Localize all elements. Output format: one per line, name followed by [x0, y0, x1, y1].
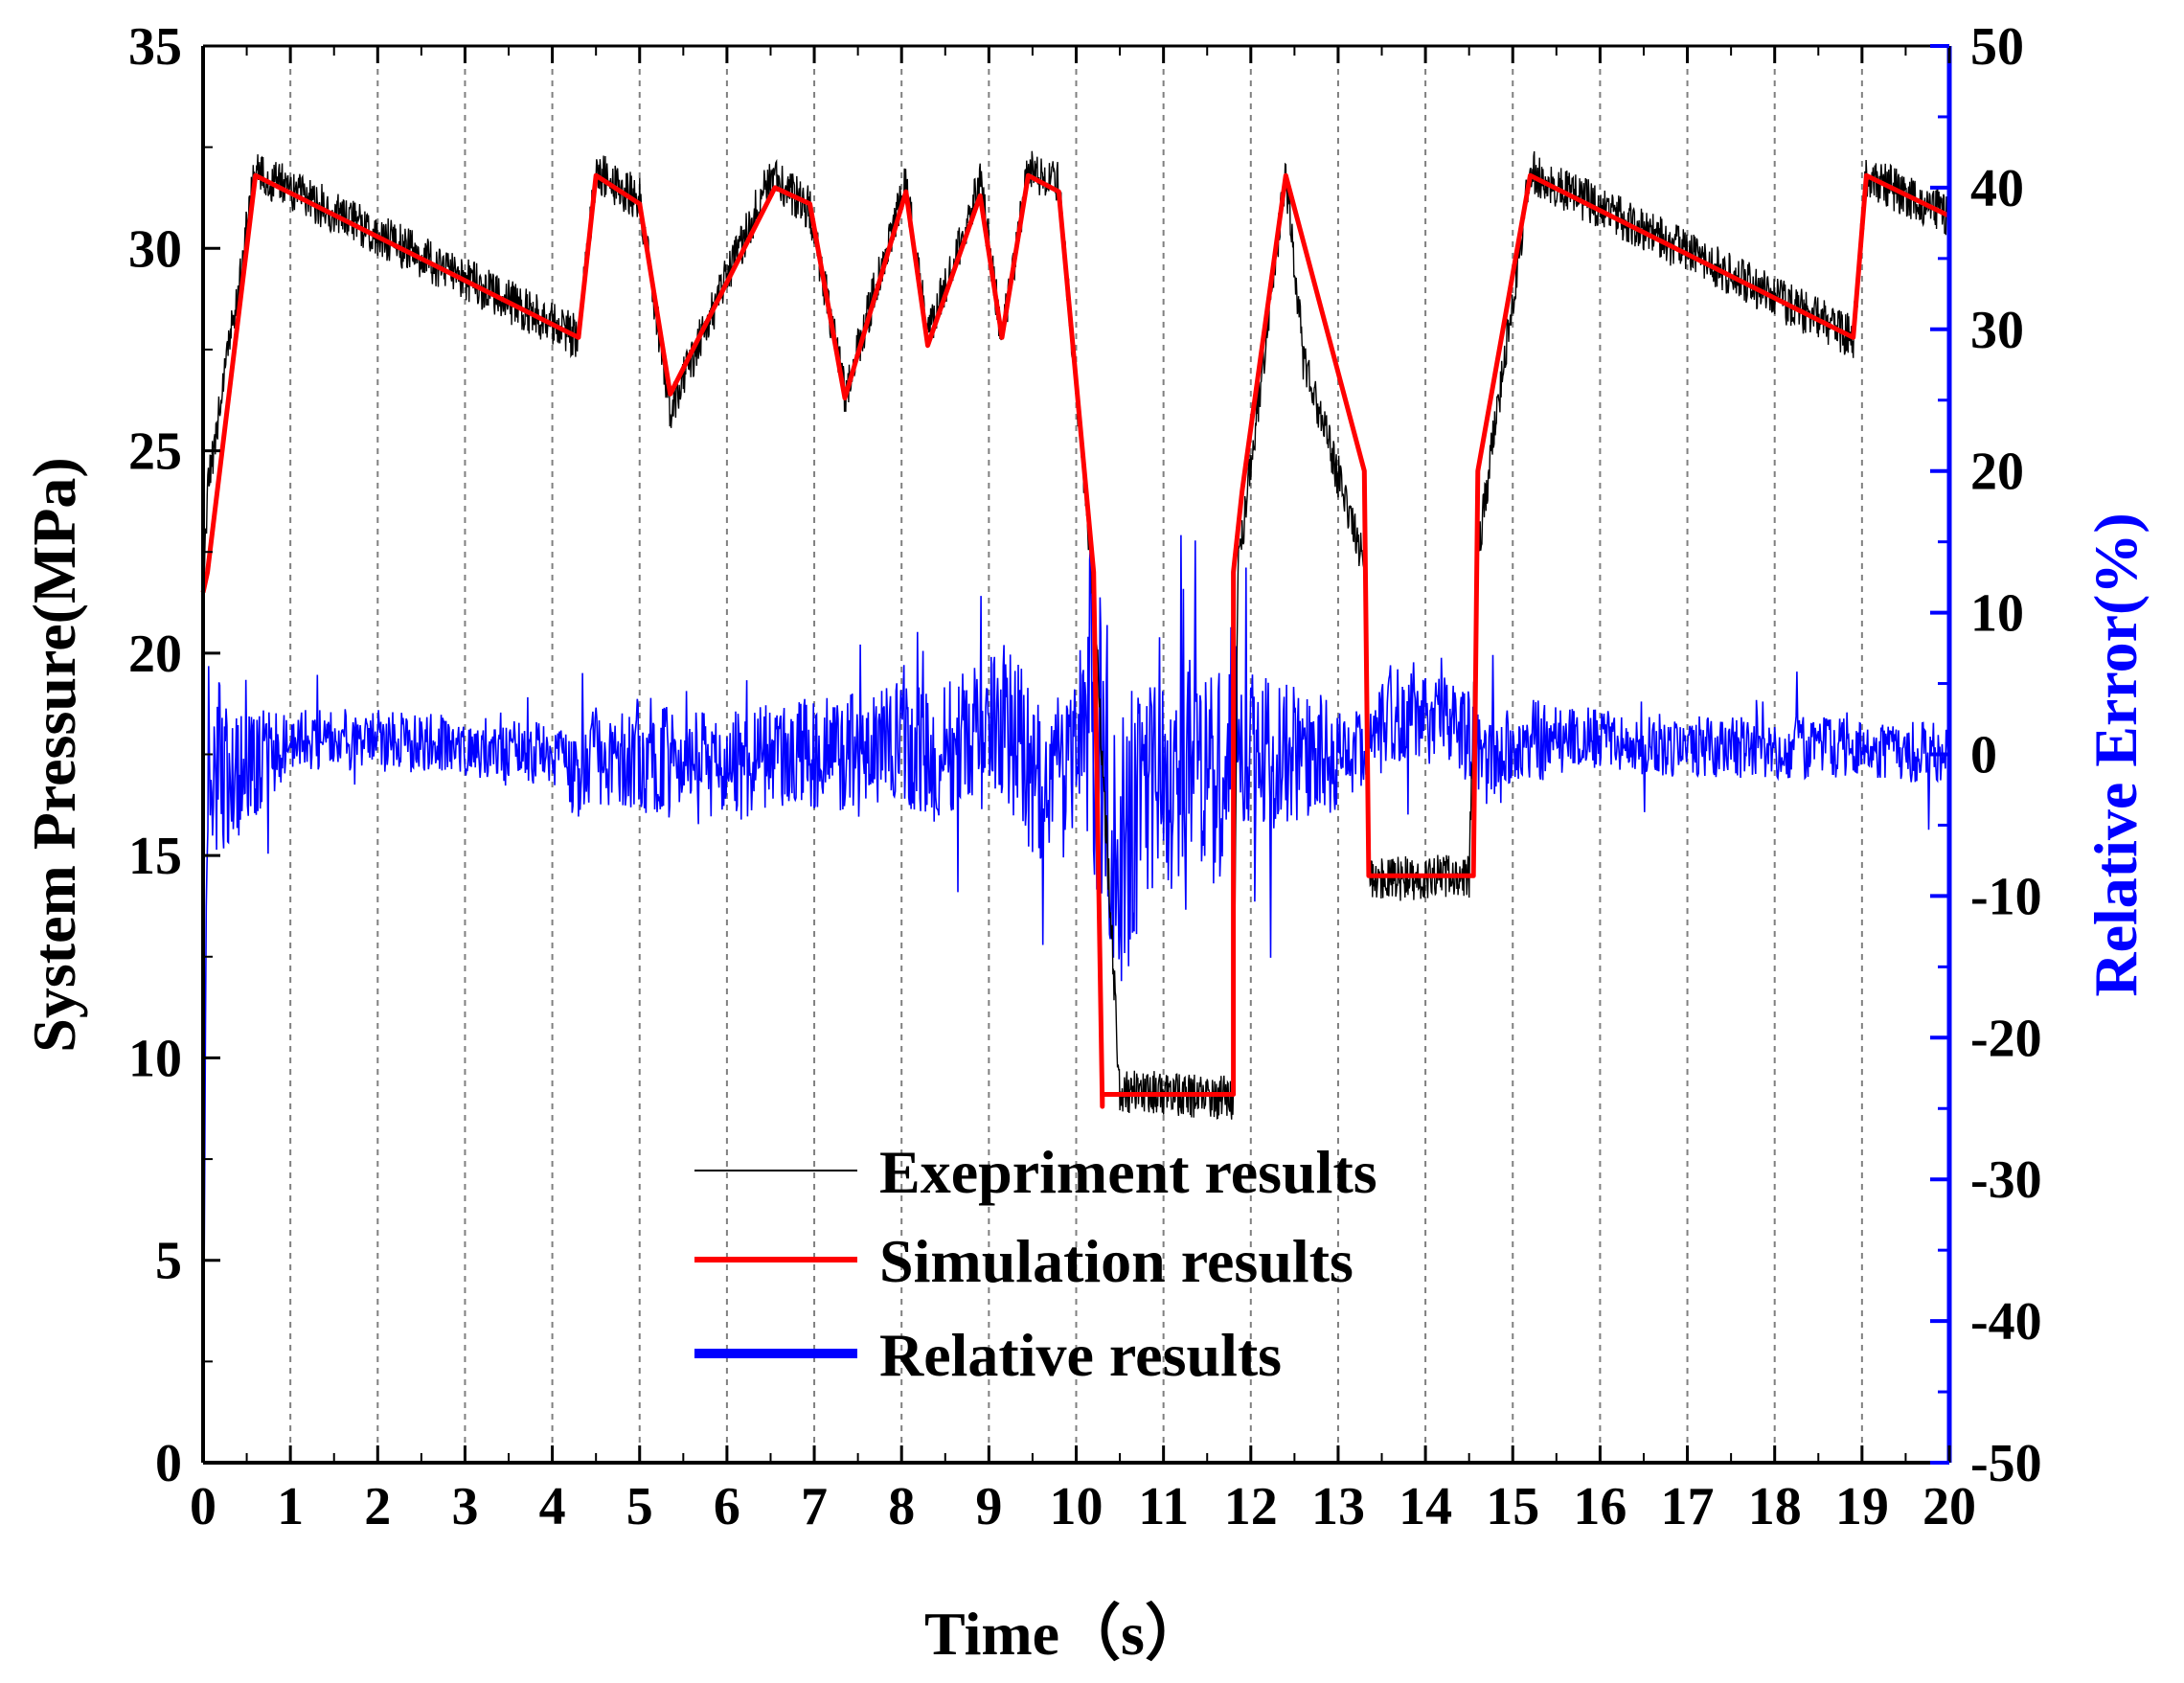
series-layer: [200, 150, 1951, 1464]
y2-tick-label: -40: [1970, 1292, 2042, 1352]
y-tick-label: 35: [128, 17, 182, 77]
ticks-layer: 0 1 2 3 4 5 6 7 8 9 10 11 12 13 14 15 16 17 18 19 2005101520…: [128, 17, 2042, 1536]
y2-tick-label: 20: [1970, 443, 2024, 502]
y-tick-label: 25: [128, 422, 182, 482]
x-tick-label: 1: [277, 1477, 304, 1536]
x-tick-label: 2: [364, 1477, 391, 1536]
y2-axis-label: Relative Error(%): [2082, 512, 2150, 996]
y2-tick-label: 10: [1970, 584, 2024, 644]
legend-label-simulation: Simulation results: [879, 1227, 1354, 1295]
legend: Exepriment results Simulation results Re…: [694, 1138, 1377, 1389]
y-tick-label: 15: [128, 827, 182, 886]
y2-tick-label: -50: [1970, 1434, 2042, 1493]
x-tick-label: 19: [1835, 1477, 1889, 1536]
y2-tick-label: 50: [1970, 17, 2024, 77]
x-tick-label: 3: [451, 1477, 478, 1536]
x-tick-label: 10: [1050, 1477, 1103, 1536]
legend-label-experiment: Exepriment results: [879, 1138, 1377, 1206]
x-tick-label: 4: [539, 1477, 566, 1536]
x-tick-label: 17: [1661, 1477, 1715, 1536]
x-tick-label: 8: [888, 1477, 915, 1536]
y2-tick-label: -20: [1970, 1009, 2042, 1068]
x-tick-label: 9: [975, 1477, 1002, 1536]
y-tick-label: 0: [155, 1434, 182, 1493]
y-tick-label: 5: [155, 1232, 182, 1291]
x-tick-label: 7: [801, 1477, 828, 1536]
simulation-results-line: [200, 172, 1951, 1109]
y-tick-label: 10: [128, 1029, 182, 1088]
y2-tick-label: -10: [1970, 867, 2042, 926]
x-tick-label: 14: [1399, 1477, 1452, 1536]
x-tick-label: 18: [1748, 1477, 1802, 1536]
x-tick-label: 15: [1486, 1477, 1539, 1536]
x-tick-label: 0: [190, 1477, 216, 1536]
x-tick-label: 20: [1922, 1477, 1976, 1536]
x-tick-label: 12: [1224, 1477, 1278, 1536]
x-tick-label: 11: [1138, 1477, 1189, 1536]
legend-label-relative: Relative results: [879, 1321, 1282, 1389]
y2-tick-label: 0: [1970, 726, 1997, 785]
y2-tick-label: 40: [1970, 159, 2024, 218]
x-tick-label: 13: [1311, 1477, 1365, 1536]
x-tick-label: 16: [1573, 1477, 1627, 1536]
y2-tick-label: 30: [1970, 301, 2024, 360]
x-tick-label: 5: [626, 1477, 653, 1536]
x-axis-label: Time（s）: [924, 1600, 1206, 1668]
y2-tick-label: -30: [1970, 1150, 2042, 1210]
relative-results-line: [202, 534, 1950, 1464]
y-tick-label: 20: [128, 625, 182, 684]
y-tick-label: 30: [128, 219, 182, 279]
x-tick-label: 6: [714, 1477, 740, 1536]
y-axis-label: System Pressure(MPa): [20, 457, 88, 1052]
